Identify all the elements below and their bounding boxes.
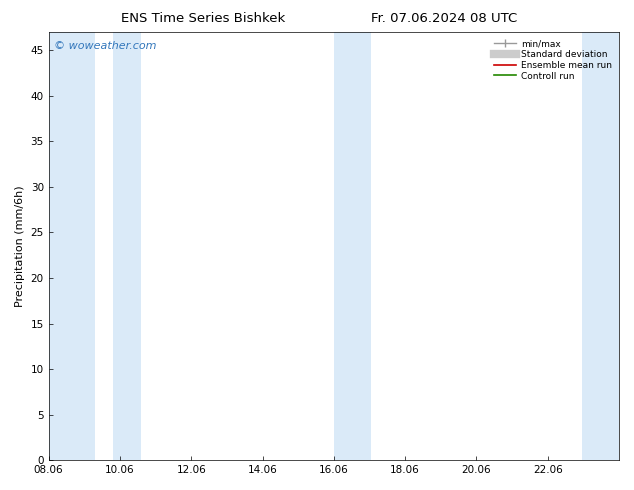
Legend: min/max, Standard deviation, Ensemble mean run, Controll run: min/max, Standard deviation, Ensemble me…: [491, 37, 614, 83]
Bar: [582, 32, 619, 460]
Text: ENS Time Series Bishkek: ENS Time Series Bishkek: [120, 12, 285, 25]
Bar: [49, 32, 94, 460]
Text: © woweather.com: © woweather.com: [55, 41, 157, 50]
Bar: [113, 32, 141, 460]
Text: Fr. 07.06.2024 08 UTC: Fr. 07.06.2024 08 UTC: [371, 12, 517, 25]
Bar: [334, 32, 371, 460]
Y-axis label: Precipitation (mm/6h): Precipitation (mm/6h): [15, 185, 25, 307]
